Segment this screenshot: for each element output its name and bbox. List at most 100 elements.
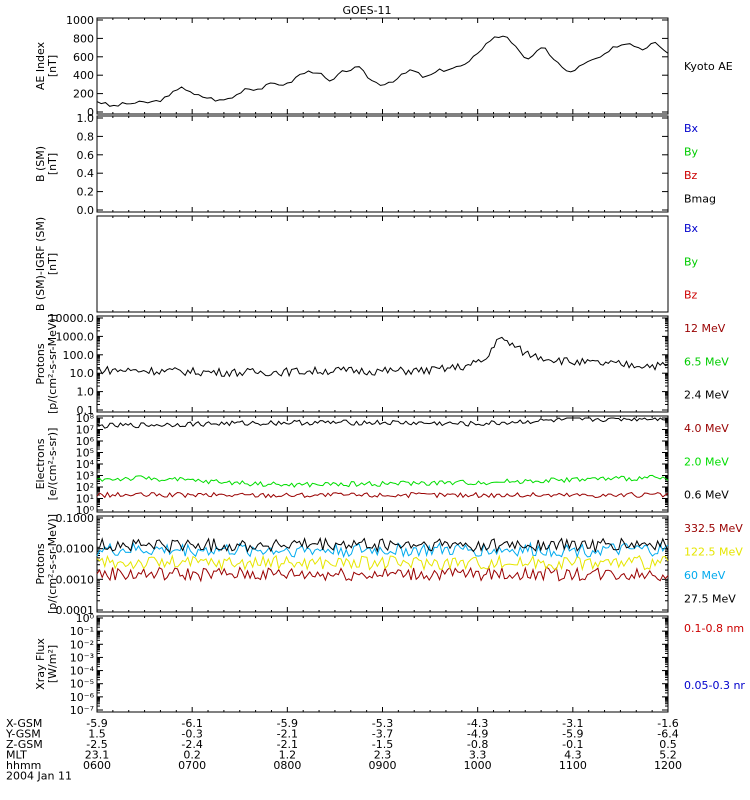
y-axis-unit: [e/(cm²-s-sr)]: [46, 428, 59, 501]
ephem-value: -0.1: [562, 738, 583, 751]
y-axis-label: B (SM): [34, 146, 47, 182]
ephem-value: 0600: [83, 759, 111, 772]
ephem-value: -1.6: [657, 717, 678, 730]
ephem-value: -5.3: [372, 717, 393, 730]
y-tick-label: 10⁸: [76, 412, 95, 425]
ephem-value: -2.1: [277, 728, 298, 741]
legend-entry: Bx: [684, 222, 699, 235]
legend-entry: 0.1-0.8 nm: [684, 622, 744, 635]
series-line: [96, 565, 669, 583]
ephem-value: -6.1: [181, 717, 202, 730]
legend-entry: By: [684, 255, 699, 268]
legend-entry: 0.05-0.3 nr: [684, 679, 745, 692]
panel-frame: [96, 17, 669, 115]
panel-frame: [96, 115, 669, 213]
y-axis-label: Xray Flux: [34, 638, 47, 690]
ephem-row-label: MLT: [6, 749, 27, 762]
y-axis-label: Protons: [34, 343, 47, 384]
panel-4: 0.1 1.0 10.0 100.0 1000.0 10000.0 Protons [p/(c…: [34, 312, 729, 417]
y-tick-label: 100.0: [63, 349, 95, 362]
legend-entry: 0.6 MeV: [684, 489, 729, 502]
legend-entry: 122.5 MeV: [684, 546, 743, 559]
ephem-value: -2.5: [86, 738, 107, 751]
panel-frame: [96, 315, 669, 413]
ephem-value: -2.4: [181, 738, 202, 751]
panel-1: 0 200 400 600 800 1000 AE Index [nT] Kyoto AE: [34, 14, 733, 119]
y-tick-label: 10⁻²: [70, 638, 94, 651]
legend-entry: 27.5 MeV: [684, 593, 736, 606]
legend-entry: 2.0 MeV: [684, 455, 729, 468]
series-line: [96, 554, 669, 572]
series-line: [96, 491, 669, 499]
panel-6: 0.0001 0.0010 0.0100 0.1000 Protons [p/(cm²-s…: [34, 512, 743, 617]
legend-entry: 332.5 MeV: [684, 522, 743, 535]
y-tick-label: 0: [87, 106, 94, 119]
ephem-value: 1.2: [279, 749, 297, 762]
ephem-value: -6.4: [657, 728, 678, 741]
ephem-value: 0.2: [183, 749, 201, 762]
y-tick-label: 200: [73, 88, 94, 101]
legend-entry: Bz: [684, 169, 698, 182]
y-tick-label: 10⁻⁴: [70, 665, 95, 678]
y-tick-label: 0.1000: [56, 512, 95, 525]
y-tick-label: 1000: [66, 14, 94, 27]
y-tick-label: 0.1: [77, 404, 95, 417]
y-tick-label: 0.6: [77, 149, 95, 162]
panel-frame: [96, 615, 669, 713]
legend-entry: 12 MeV: [684, 322, 726, 335]
ephem-value: 1000: [464, 759, 492, 772]
legend-entry: Kyoto AE: [684, 60, 733, 73]
series-line: [96, 336, 669, 378]
y-tick-label: 800: [73, 32, 94, 45]
y-axis-label: B (SM)-IGRF (SM): [34, 217, 47, 311]
y-tick-label: 10²: [76, 481, 94, 494]
ephem-value: 4.3: [564, 749, 582, 762]
series-line: [96, 417, 669, 429]
ephem-row-label: Z-GSM: [6, 738, 43, 751]
ephem-value: 2.3: [374, 749, 392, 762]
y-tick-label: 1000.0: [56, 330, 95, 343]
ephem-value: -4.3: [467, 717, 488, 730]
chart-title: GOES-11: [342, 4, 391, 17]
ephem-value: 3.3: [469, 749, 487, 762]
ephem-value: 1200: [654, 759, 682, 772]
y-tick-label: 10⁻³: [70, 651, 94, 664]
y-tick-label: 10⁵: [76, 447, 94, 460]
y-tick-label: 10³: [76, 470, 94, 483]
y-tick-label: 600: [73, 51, 94, 64]
y-axis-label: Electrons: [34, 438, 47, 489]
ephem-value: -5.9: [277, 717, 298, 730]
series-line: [96, 536, 669, 554]
legend-entry: Bx: [684, 122, 699, 135]
y-tick-label: 10⁰: [76, 504, 95, 517]
ephem-date: 2004 Jan 11: [6, 770, 72, 783]
series-line: [96, 35, 669, 107]
panel-7: 10⁻⁷10⁻⁶10⁻⁵10⁻⁴10⁻³10⁻²10⁻¹10⁰ Xray Flux…: [34, 612, 745, 717]
ephem-row-label: Y-GSM: [5, 728, 41, 741]
y-tick-label: 1.0: [77, 386, 95, 399]
ephem-value: 0.5: [659, 738, 677, 751]
panel-2: 0.0 0.2 0.4 0.6 0.8 1.0 B (SM) [nT] Bx By Bz Bmag: [34, 112, 716, 217]
ephem-value: 0900: [369, 759, 397, 772]
ephem-value: -4.9: [467, 728, 488, 741]
y-tick-label: 0.8: [77, 130, 95, 143]
y-tick-label: 10⁻⁶: [70, 691, 95, 704]
legend-entry: Bz: [684, 289, 698, 302]
y-axis-unit: [nT]: [46, 253, 59, 275]
ephem-row-label: X-GSM: [6, 717, 42, 730]
legend-entry: 2.4 MeV: [684, 389, 729, 402]
ephem-value: -2.1: [277, 738, 298, 751]
y-tick-label: 10⁰: [76, 612, 95, 625]
y-axis-unit: [p/(cm²-s-sr-MeV)]: [46, 314, 59, 414]
y-axis-label: Protons: [34, 543, 47, 584]
ephem-value: 0700: [178, 759, 206, 772]
y-tick-label: 10¹: [76, 493, 94, 506]
ephem-value: -1.5: [372, 738, 393, 751]
y-tick-label: 10⁻¹: [70, 625, 94, 638]
series-line: [96, 541, 669, 559]
y-axis-unit: [nT]: [46, 55, 59, 77]
